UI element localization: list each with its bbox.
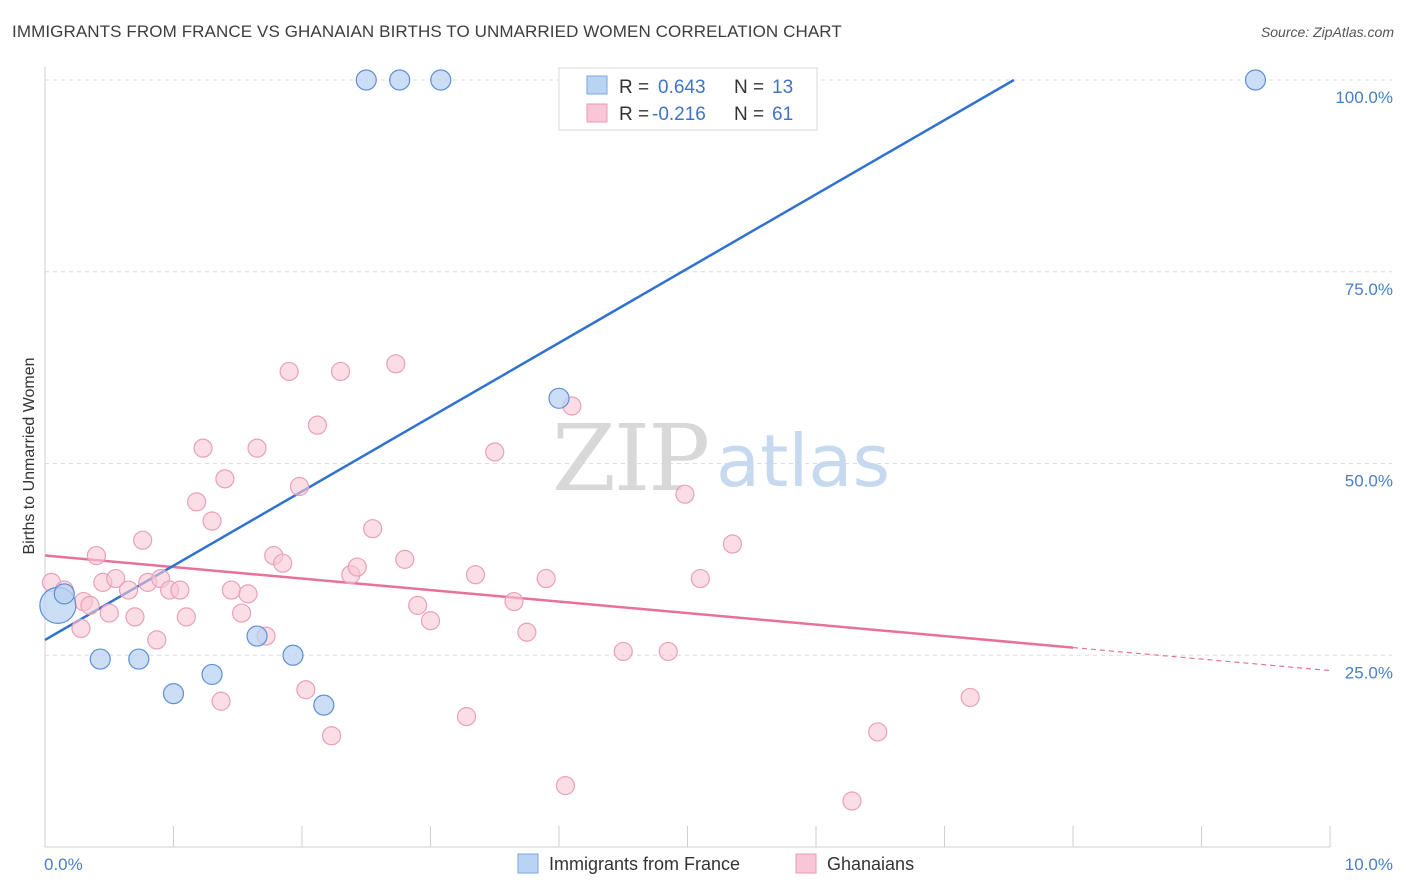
france-n-label: N = <box>734 77 764 98</box>
ghanaians-point <box>555 776 576 796</box>
ghanaians-point <box>408 595 428 615</box>
ghanaians-point <box>289 476 310 497</box>
ghanaians-point <box>675 484 695 504</box>
ghanaians-point <box>247 438 267 458</box>
ghana-r-value: -0.216 <box>652 104 706 125</box>
ghana-r-label: R = <box>619 104 649 125</box>
france-point <box>201 663 223 686</box>
ghanaians-point <box>215 469 235 489</box>
france-point <box>89 648 111 670</box>
tick-labels: 25.0% 50.0% 75.0% 100.0% 0.0% 10.0% <box>44 88 1393 874</box>
ghanaians-point <box>170 580 190 600</box>
y-tick-label: 25.0% <box>1345 663 1393 682</box>
france-point <box>389 69 411 91</box>
france-point <box>53 583 75 605</box>
ghana-legend-swatch <box>586 103 608 123</box>
ghanaians-point <box>386 354 406 374</box>
ghanaians-point <box>221 580 241 600</box>
ghanaians-point <box>868 722 888 742</box>
ghanaians-point <box>722 534 743 554</box>
ghanaians-point <box>187 492 207 512</box>
ghanaians-point <box>86 545 107 566</box>
france-r-label: R = <box>619 77 649 98</box>
ghanaians-point <box>485 442 505 462</box>
ghanaians-point <box>842 791 862 811</box>
ghanaians-point <box>273 553 293 573</box>
ghanaians-point <box>193 438 213 458</box>
france-point <box>282 644 304 666</box>
trend-lines <box>44 78 1331 672</box>
france-bottom-swatch <box>517 853 539 874</box>
france-point <box>128 648 150 670</box>
axes <box>44 67 1331 848</box>
ghanaians-point <box>456 707 477 727</box>
ghanaians-point <box>133 530 153 550</box>
france-bottom-label: Immigrants from France <box>549 854 740 874</box>
correlation-legend: R = 0.643 N = 13 R = -0.216 N = 61 <box>558 67 818 131</box>
series-legend: Immigrants from France Ghanaians <box>517 853 914 874</box>
gridlines <box>45 79 1392 656</box>
ghanaians-point <box>395 549 415 569</box>
ghanaians-point <box>176 607 196 627</box>
ghanaians-point <box>307 415 328 435</box>
ghanaians-point <box>125 607 145 627</box>
ghanaians-point <box>296 680 316 700</box>
ghanaians-point <box>232 603 252 623</box>
ghanaians-point <box>118 580 139 600</box>
france-point <box>355 69 377 91</box>
ghanaians-point <box>202 511 222 531</box>
ghanaians-point <box>363 519 383 539</box>
france-point <box>430 69 452 91</box>
ghanaians-point <box>279 361 299 382</box>
watermark-atlas: atlas <box>716 419 890 503</box>
chart-title: IMMIGRANTS FROM FRANCE VS GHANAIAN BIRTH… <box>12 22 842 41</box>
ghanaians-point <box>347 557 367 577</box>
y-axis-title: Births to Unmarried Women <box>21 357 38 554</box>
ghana-bottom-swatch <box>795 853 817 874</box>
ghanaians-point <box>147 630 167 650</box>
france-point <box>548 387 570 409</box>
ghanaians-point <box>658 641 678 662</box>
france-point <box>313 694 335 716</box>
france-legend-swatch <box>586 75 608 95</box>
ghana-bottom-label: Ghanaians <box>827 854 914 874</box>
ghanaians-point <box>106 568 126 589</box>
ghanaians-point <box>238 584 258 604</box>
y-tick-label: 100.0% <box>1335 88 1393 107</box>
ghanaians-point <box>71 618 91 639</box>
ghanaians-point <box>211 691 231 711</box>
france-point <box>246 625 268 647</box>
data-points <box>39 69 1267 811</box>
france-trend-line <box>44 78 1015 641</box>
y-tick-label: 75.0% <box>1345 280 1393 299</box>
ghanaians-trend-extension <box>1072 646 1331 672</box>
ghanaians-point <box>330 361 351 382</box>
y-tick-label: 50.0% <box>1345 472 1393 491</box>
ghanaians-point <box>960 687 980 708</box>
france-point <box>1244 69 1267 91</box>
ghanaians-point <box>465 565 486 585</box>
ghanaians-point <box>504 591 524 612</box>
x-tick-label: 10.0% <box>1345 855 1393 874</box>
x-tick-label: 0.0% <box>44 855 83 874</box>
source-label: Source: ZipAtlas.com <box>1260 24 1394 40</box>
ghana-n-value: 61 <box>772 104 793 125</box>
ghanaians-point <box>613 641 633 662</box>
france-r-value: 0.643 <box>658 77 706 98</box>
ghanaians-point <box>690 568 710 589</box>
ghanaians-point <box>99 603 119 623</box>
france-n-value: 13 <box>772 77 793 98</box>
ghanaians-point <box>420 611 441 631</box>
ghanaians-point <box>517 622 537 642</box>
ghanaians-point <box>536 568 556 589</box>
ghanaians-point <box>80 595 100 615</box>
ghana-n-label: N = <box>734 104 764 125</box>
ghanaians-trend-line <box>44 554 1074 649</box>
france-point <box>162 682 185 705</box>
ghanaians-point <box>321 726 342 746</box>
